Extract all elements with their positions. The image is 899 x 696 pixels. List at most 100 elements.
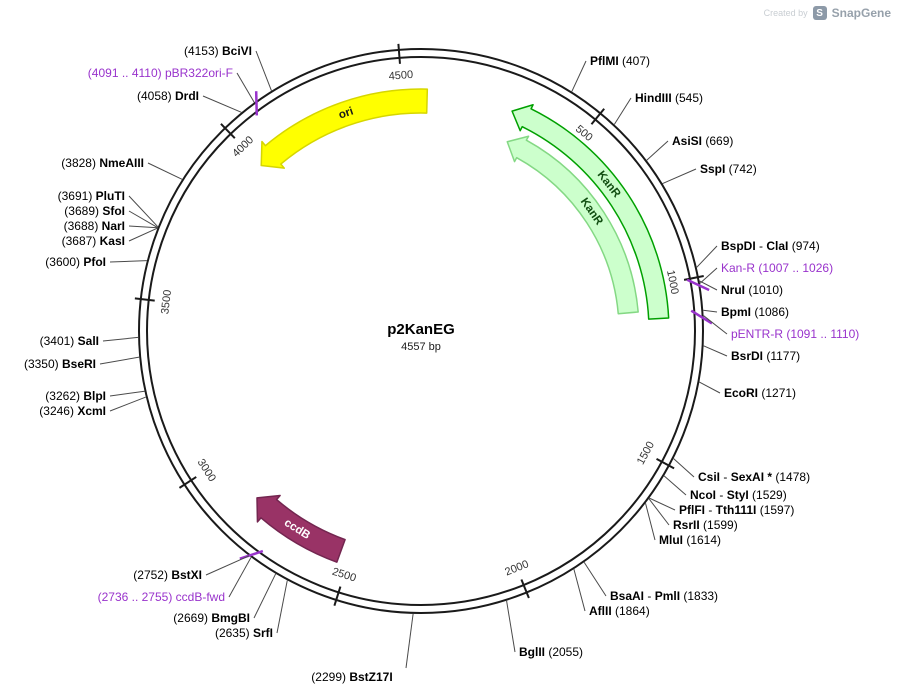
leader-line-SfoI (128, 210, 158, 228)
leader-line-DrdI (202, 95, 242, 113)
leader-line-RsrII (648, 498, 670, 526)
feature-arrow-ori-0[interactable] (260, 88, 429, 169)
leader-line-SspI (662, 168, 697, 185)
tick-label-4500: 4500 (388, 69, 413, 83)
backbone-inner-circle (146, 56, 696, 606)
enzyme-label-PflFI-Tth111I[interactable]: PflFI - Tth111I (1597) (679, 503, 794, 517)
leader-line-PflFI-Tth111I (649, 497, 676, 511)
leader-line-BstXI (205, 555, 250, 576)
leader-line-BspDI-ClaI (696, 245, 718, 268)
enzyme-label-KasI[interactable]: (3687) KasI (62, 234, 125, 248)
enzyme-label-BstZ17I[interactable]: (2299) BstZ17I (311, 670, 392, 684)
tick-label-2000: 2000 (503, 558, 530, 578)
tick-2500 (333, 586, 342, 606)
leader-line-NcoI-StyI (663, 475, 687, 496)
tick-label-1500: 1500 (635, 440, 657, 467)
enzyme-label-PluTI[interactable]: (3691) PluTI (58, 189, 125, 203)
enzyme-label-AsiSI[interactable]: AsiSI (669) (672, 134, 733, 148)
primer-site-mark-pENTR-R[interactable] (690, 309, 713, 325)
primer-label-ccdB-fwd[interactable]: (2736 .. 2755) ccdB-fwd (98, 590, 225, 604)
enzyme-label-XcmI[interactable]: (3246) XcmI (39, 404, 106, 418)
enzyme-label-SalI[interactable]: (3401) SalI (40, 334, 99, 348)
feature-arrow-ccdb-3[interactable] (256, 494, 346, 563)
plasmid-backbone-ring (138, 48, 704, 614)
enzyme-label-NarI[interactable]: (3688) NarI (64, 219, 125, 233)
tick-label-3000: 3000 (195, 457, 218, 484)
plasmid-name: p2KanEG (387, 321, 455, 338)
leader-line-BmgBI (253, 573, 277, 619)
enzyme-label-SspI[interactable]: SspI (742) (700, 162, 757, 176)
leader-line-ccdB-fwd (228, 557, 252, 598)
leader-line-EcoRI (699, 381, 721, 394)
enzyme-label-BsrDI[interactable]: BsrDI (1177) (731, 349, 800, 363)
enzyme-label-CsiI-SexAI[interactable]: CsiI - SexAI * (1478) (698, 470, 810, 484)
primer-label-Kan-R[interactable]: Kan-R (1007 .. 1026) (721, 261, 833, 275)
primer-site-mark-pBR322ori-F[interactable] (254, 91, 259, 116)
feature-arrow-kanr-1[interactable] (511, 103, 670, 320)
enzyme-label-BspDI-ClaI[interactable]: BspDI - ClaI (974) (721, 239, 820, 253)
enzyme-label-RsrII[interactable]: RsrII (1599) (673, 518, 738, 532)
enzyme-label-PflMI[interactable]: PflMI (407) (590, 54, 650, 68)
enzyme-label-NruI[interactable]: NruI (1010) (721, 283, 783, 297)
enzyme-label-BciVI[interactable]: (4153) BciVI (184, 44, 252, 58)
enzyme-label-PfoI[interactable]: (3600) PfoI (45, 255, 106, 269)
feature-label-ori-0: ori (337, 105, 355, 121)
primer-site-mark-ccdB-fwd[interactable] (239, 549, 264, 560)
plasmid-size-label: 4557 bp (401, 341, 441, 353)
feature-arrow-kanr-2[interactable] (506, 135, 639, 315)
leader-line-BglII (506, 600, 516, 653)
leader-line-pBR322ori-F (236, 72, 255, 103)
leader-line-BsaAI-PmlI (583, 561, 607, 597)
leader-line-BsrDI (703, 345, 728, 357)
leader-line-HindIII (613, 97, 632, 125)
watermark-brand: SnapGene (831, 6, 891, 20)
leader-line-pENTR-R (703, 315, 728, 335)
enzyme-label-BglII[interactable]: BglII (2055) (519, 645, 583, 659)
leader-line-AsiSI (646, 140, 669, 161)
tick-3000 (178, 476, 197, 489)
enzyme-label-DrdI[interactable]: (4058) DrdI (137, 89, 199, 103)
enzyme-label-MluI[interactable]: MluI (1614) (659, 533, 721, 547)
enzyme-label-AflII[interactable]: AflII (1864) (589, 604, 650, 618)
primer-mark-layer (239, 91, 713, 560)
enzyme-label-BstXI[interactable]: (2752) BstXI (133, 568, 202, 582)
enzyme-label-BlpI[interactable]: (3262) BlpI (45, 389, 106, 403)
leader-line-SalI (102, 336, 139, 342)
primer-label-pBR322ori-F[interactable]: (4091 .. 4110) pBR322ori-F (88, 66, 233, 80)
leader-line-BciVI (255, 50, 272, 91)
primer-label-pENTR-R[interactable]: pENTR-R (1091 .. 1110) (731, 327, 859, 341)
tick-label-2500: 2500 (331, 566, 358, 585)
enzyme-label-SrfI[interactable]: (2635) SrfI (215, 626, 273, 640)
enzyme-label-BseRI[interactable]: (3350) BseRI (24, 357, 96, 371)
backbone-outer-circle (138, 48, 704, 614)
tick-label-3500: 3500 (159, 289, 174, 315)
tick-label-1000: 1000 (664, 269, 680, 295)
enzyme-label-HindIII[interactable]: HindIII (545) (635, 91, 703, 105)
enzyme-label-EcoRI[interactable]: EcoRI (1271) (724, 386, 796, 400)
enzyme-label-SfoI[interactable]: (3689) SfoI (64, 204, 125, 218)
enzyme-label-BsaAI-PmlI[interactable]: BsaAI - PmlI (1833) (610, 589, 718, 603)
enzyme-label-NcoI-StyI[interactable]: NcoI - StyI (1529) (690, 488, 787, 502)
leader-line-CsiI-SexAI (673, 458, 695, 478)
leader-line-PflMI (571, 60, 587, 92)
leader-line-XcmI (109, 396, 147, 412)
enzyme-label-NmeAIII[interactable]: (3828) NmeAIII (61, 156, 144, 170)
tick-1000 (683, 275, 704, 281)
leader-line-MluI (645, 503, 656, 541)
snapgene-logo-icon: S (812, 6, 827, 20)
leader-line-BlpI (109, 390, 145, 397)
enzyme-label-BmgBI[interactable]: (2669) BmgBI (173, 611, 250, 625)
tick-4000 (220, 123, 236, 139)
watermark: Created by S SnapGene (764, 6, 891, 20)
enzyme-label-BpmI[interactable]: BpmI (1086) (721, 305, 789, 319)
leader-line-Kan-R (699, 267, 718, 284)
tick-2000 (520, 579, 530, 599)
leader-line-SrfI (276, 580, 288, 634)
tick-4500 (397, 43, 401, 64)
leader-line-NmeAIII (147, 162, 183, 180)
primer-site-mark-Kan-R[interactable] (686, 278, 710, 292)
leader-line-BseRI (99, 356, 140, 365)
